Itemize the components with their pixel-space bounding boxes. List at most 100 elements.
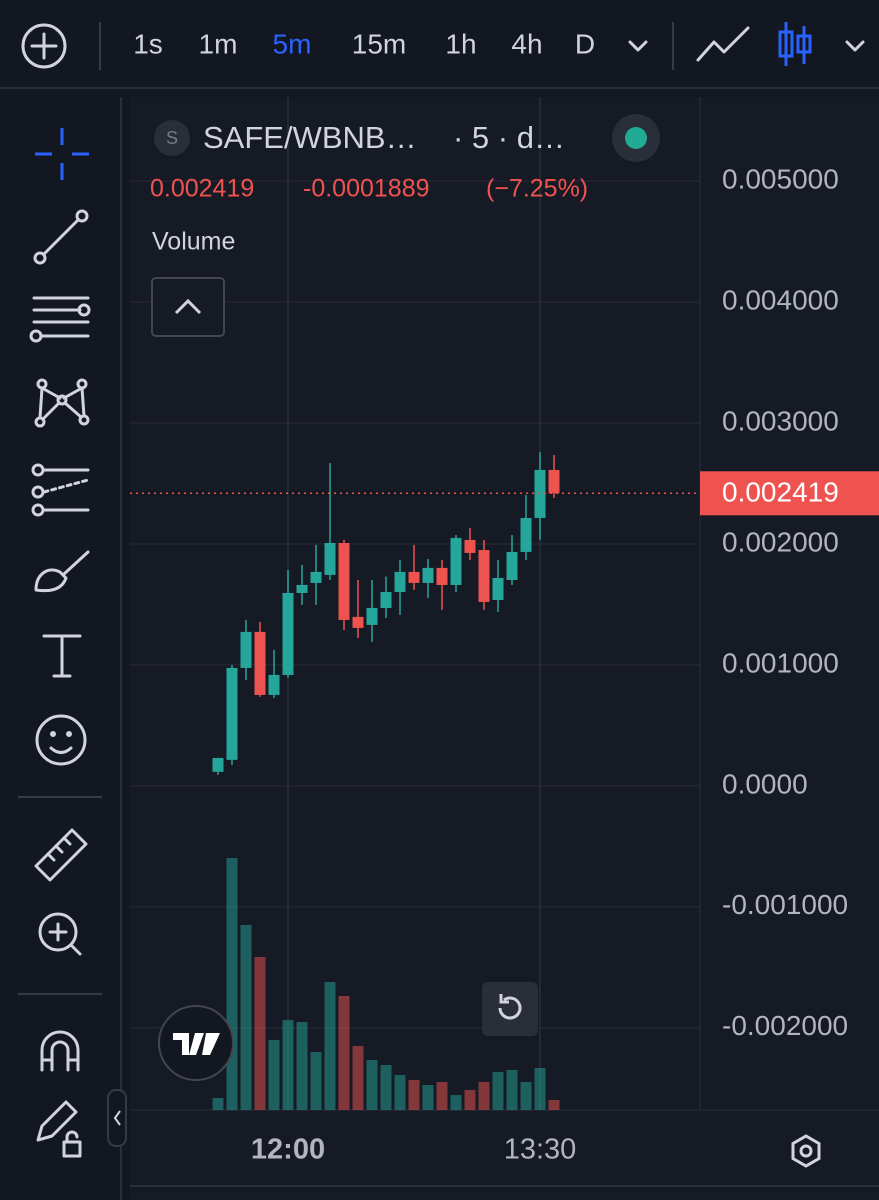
volume-bar — [226, 858, 238, 1110]
candle-body — [240, 631, 252, 668]
tradingview-logo[interactable] — [158, 1005, 234, 1081]
candle-body — [548, 469, 560, 494]
line-chart-button[interactable] — [696, 26, 750, 62]
candle-body — [394, 571, 406, 592]
candle-body — [520, 517, 532, 552]
brush-tool[interactable] — [34, 550, 90, 593]
trendline-tool[interactable] — [33, 209, 89, 265]
candle-body — [506, 551, 518, 581]
zoom-tool[interactable] — [38, 912, 82, 956]
y-tick-label: 0.002000 — [722, 526, 839, 557]
candle-body — [436, 567, 448, 585]
interval-button[interactable]: 1h — [445, 28, 476, 59]
y-tick-label: -0.002000 — [722, 1010, 848, 1041]
candle-body — [464, 539, 476, 553]
y-tick-label: 0.0000 — [722, 768, 808, 799]
interval-button[interactable]: 4h — [511, 28, 542, 59]
ruler-tool[interactable] — [34, 828, 88, 882]
candle-body — [380, 591, 392, 608]
candle-body — [212, 757, 224, 772]
volume-bar — [310, 1052, 322, 1110]
volume-bar — [240, 925, 252, 1110]
x-tick-label: 13:30 — [504, 1134, 577, 1166]
x-tick-label: 12:00 — [251, 1134, 325, 1166]
candle-body — [478, 550, 490, 602]
volume-bar — [366, 1060, 378, 1110]
volume-bar — [408, 1080, 420, 1110]
interval-button[interactable]: 5m — [273, 28, 312, 59]
interval-dropdown[interactable] — [628, 40, 648, 52]
symbol-logo-text: S — [166, 128, 178, 148]
last-price-box — [700, 471, 879, 516]
volume-bar — [394, 1075, 406, 1110]
interval-button[interactable]: D — [575, 28, 595, 59]
volume-bar — [296, 1022, 308, 1110]
y-tick-label: 0.004000 — [722, 284, 839, 315]
interval-button[interactable]: 1s — [133, 28, 163, 59]
volume-bar — [548, 1100, 560, 1110]
lock-drawings-tool[interactable] — [36, 1100, 82, 1158]
volume-bar — [254, 957, 266, 1110]
crosshair-tool[interactable] — [35, 128, 89, 180]
status-dot — [625, 127, 647, 149]
last-price: 0.002419 — [150, 175, 254, 203]
volume-bar — [268, 1040, 280, 1110]
volume-bar — [352, 1046, 364, 1110]
add-button[interactable] — [21, 23, 67, 69]
volume-bar — [338, 996, 350, 1110]
symbol-logo — [154, 120, 190, 156]
candle-body — [422, 567, 434, 583]
collapse-legend[interactable] — [151, 277, 225, 337]
candle-body — [492, 577, 504, 600]
y-tick-label: 0.005000 — [722, 164, 839, 195]
volume-bar — [212, 1098, 224, 1110]
price-change: -0.0001889 — [303, 175, 430, 203]
candle-body — [324, 543, 336, 575]
volume-bar — [380, 1065, 392, 1110]
volume-bar — [492, 1072, 504, 1110]
volume-bar — [506, 1070, 518, 1110]
candle-body — [268, 674, 280, 695]
volume-bar — [422, 1085, 434, 1110]
volume-bar — [324, 982, 336, 1110]
candle-chart-button[interactable] — [778, 22, 812, 66]
volume-bar — [520, 1082, 532, 1110]
emoji-tool[interactable] — [35, 714, 87, 766]
volume-bar — [464, 1090, 476, 1110]
settings-button[interactable] — [791, 1134, 821, 1168]
candle-body — [450, 537, 462, 585]
interval-button[interactable]: 15m — [352, 28, 406, 59]
candle-body — [408, 571, 420, 583]
reset-button[interactable] — [482, 982, 538, 1036]
volume-label: Volume — [152, 228, 235, 256]
candle-body — [352, 616, 364, 628]
text-tool[interactable] — [42, 634, 82, 678]
projection-tool[interactable] — [31, 463, 90, 517]
volume-bar — [282, 1020, 294, 1110]
symbol-name[interactable]: SAFE/WBNB… — [203, 120, 417, 155]
y-tick-label: 0.001000 — [722, 647, 839, 678]
settings-button-center — [799, 1144, 813, 1158]
price-change-percent: (−7.25%) — [486, 175, 588, 203]
candle-body — [254, 631, 266, 695]
plot: 0.005000 0.004000 0.003000 0.002000 0.001000… — [130, 97, 879, 1166]
volume-bar — [436, 1082, 448, 1110]
y-tick-label: -0.001000 — [722, 889, 848, 920]
top-bar — [0, 0, 879, 88]
symbol-interval: · 5 · d… — [453, 120, 565, 155]
candle-body — [310, 571, 322, 583]
candle-body — [226, 667, 238, 760]
volume-bar — [534, 1068, 546, 1110]
fib-tool[interactable] — [29, 296, 91, 343]
chart-type-dropdown[interactable] — [845, 40, 865, 52]
interval-button[interactable]: 1m — [199, 28, 238, 59]
collapse-toolbar[interactable] — [107, 1089, 127, 1147]
magnet-tool[interactable] — [40, 1030, 80, 1072]
interval-group: 1s 1m 5m 15m 1h 4h D — [133, 28, 595, 59]
candle-body — [282, 592, 294, 675]
candle-body — [338, 543, 350, 620]
pattern-tool[interactable] — [34, 378, 90, 428]
y-tick-label: 0.003000 — [722, 405, 839, 436]
